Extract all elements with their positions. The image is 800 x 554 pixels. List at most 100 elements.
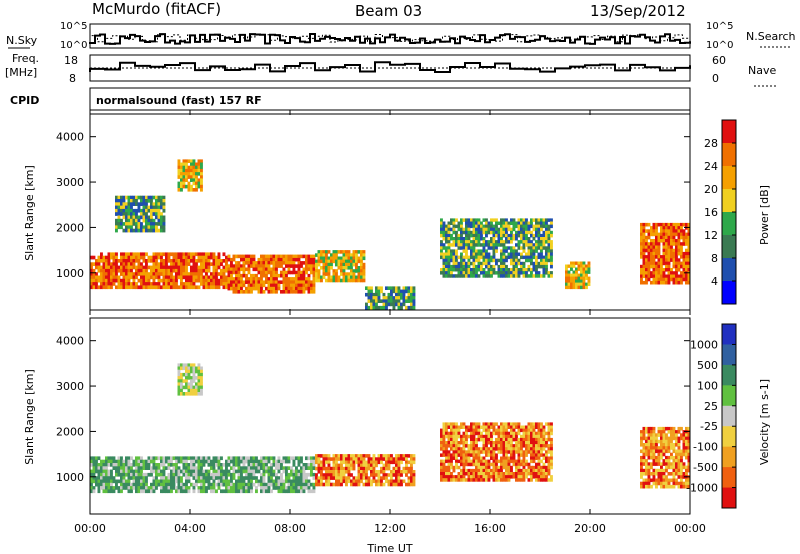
range-cell xyxy=(125,259,128,263)
range-cell xyxy=(135,228,138,233)
range-cell xyxy=(475,422,478,426)
range-cell xyxy=(200,262,203,266)
range-cell xyxy=(520,472,523,476)
range-cell xyxy=(292,257,296,262)
range-cell xyxy=(385,305,388,310)
range-cell xyxy=(405,296,408,300)
range-cell xyxy=(222,259,226,263)
range-cell xyxy=(100,259,103,263)
range-cell xyxy=(667,222,671,227)
range-cell xyxy=(132,482,136,487)
range-cell xyxy=(285,261,288,265)
range-cell xyxy=(117,472,121,477)
range-cell xyxy=(502,431,506,436)
range-cell xyxy=(475,450,478,454)
range-cell xyxy=(657,255,661,259)
range-cell xyxy=(500,450,503,454)
range-cell xyxy=(672,436,676,441)
range-cell xyxy=(525,472,528,476)
range-cell xyxy=(235,479,238,484)
range-cell xyxy=(235,463,238,467)
range-cell xyxy=(530,447,533,451)
range-cell xyxy=(657,472,661,476)
range-cell xyxy=(92,255,96,260)
range-cell xyxy=(440,434,443,439)
range-cell xyxy=(410,466,413,471)
range-cell xyxy=(155,265,158,270)
range-cell xyxy=(657,248,661,253)
range-cell xyxy=(397,482,401,487)
range-cell xyxy=(360,463,363,468)
range-cell xyxy=(172,252,176,257)
range-cell xyxy=(445,450,448,454)
range-cell xyxy=(545,478,548,482)
range-cell xyxy=(395,299,398,303)
range-cell xyxy=(452,255,456,260)
range-cell xyxy=(527,258,531,263)
range-cell xyxy=(567,279,571,283)
range-cell xyxy=(487,227,491,232)
range-cell xyxy=(387,482,391,487)
range-cell xyxy=(360,272,363,276)
range-cell xyxy=(495,453,498,457)
range-cell xyxy=(537,434,541,439)
range-cell xyxy=(675,455,678,460)
range-cell xyxy=(672,433,676,437)
range-cell xyxy=(115,202,118,206)
range-cell xyxy=(492,249,496,253)
range-cell xyxy=(547,274,551,278)
range-cell xyxy=(520,221,523,225)
range-cell xyxy=(392,296,396,300)
range-cell xyxy=(550,447,553,451)
range-cell xyxy=(180,372,183,377)
range-cell xyxy=(540,437,543,442)
range-cell xyxy=(225,472,228,477)
range-cell xyxy=(370,305,373,310)
range-cell xyxy=(490,462,493,467)
range-cell xyxy=(312,482,316,487)
range-cell xyxy=(112,272,116,276)
range-cell xyxy=(127,486,131,490)
range-cell xyxy=(510,475,513,479)
range-cell xyxy=(525,258,528,263)
range-cell xyxy=(642,459,646,463)
range-cell xyxy=(350,269,353,273)
range-cell xyxy=(582,270,586,274)
range-cell xyxy=(440,478,443,482)
range-cell xyxy=(412,305,416,310)
range-cell xyxy=(315,460,318,465)
range-cell xyxy=(410,289,413,294)
range-cell xyxy=(140,268,143,273)
range-cell xyxy=(177,472,181,477)
range-cell xyxy=(665,251,668,256)
range-cell xyxy=(247,286,251,291)
range-cell xyxy=(172,285,176,290)
range-cell xyxy=(202,278,206,283)
range-cell xyxy=(535,240,538,244)
range-cell xyxy=(440,227,443,232)
range-cell xyxy=(107,482,111,487)
range-cell xyxy=(507,274,511,278)
range-cell xyxy=(467,268,471,272)
range-cell xyxy=(455,218,458,222)
range-cell xyxy=(682,449,686,454)
range-cell xyxy=(497,237,501,241)
range-cell xyxy=(162,278,166,283)
range-cell xyxy=(685,472,688,476)
range-cell xyxy=(585,285,588,290)
range-cell xyxy=(365,482,368,487)
range-cell xyxy=(370,292,373,297)
range-cell xyxy=(642,232,646,237)
range-cell xyxy=(647,430,651,434)
range-cell xyxy=(192,168,196,173)
range-cell xyxy=(322,256,326,261)
range-cell xyxy=(165,486,168,490)
range-cell xyxy=(687,261,691,266)
range-cell xyxy=(142,272,146,276)
range-cell xyxy=(120,199,123,203)
range-cell xyxy=(537,456,541,460)
range-cell xyxy=(347,479,351,484)
range-cell xyxy=(515,255,518,260)
range-cell xyxy=(192,376,196,380)
range-cell xyxy=(657,449,661,454)
